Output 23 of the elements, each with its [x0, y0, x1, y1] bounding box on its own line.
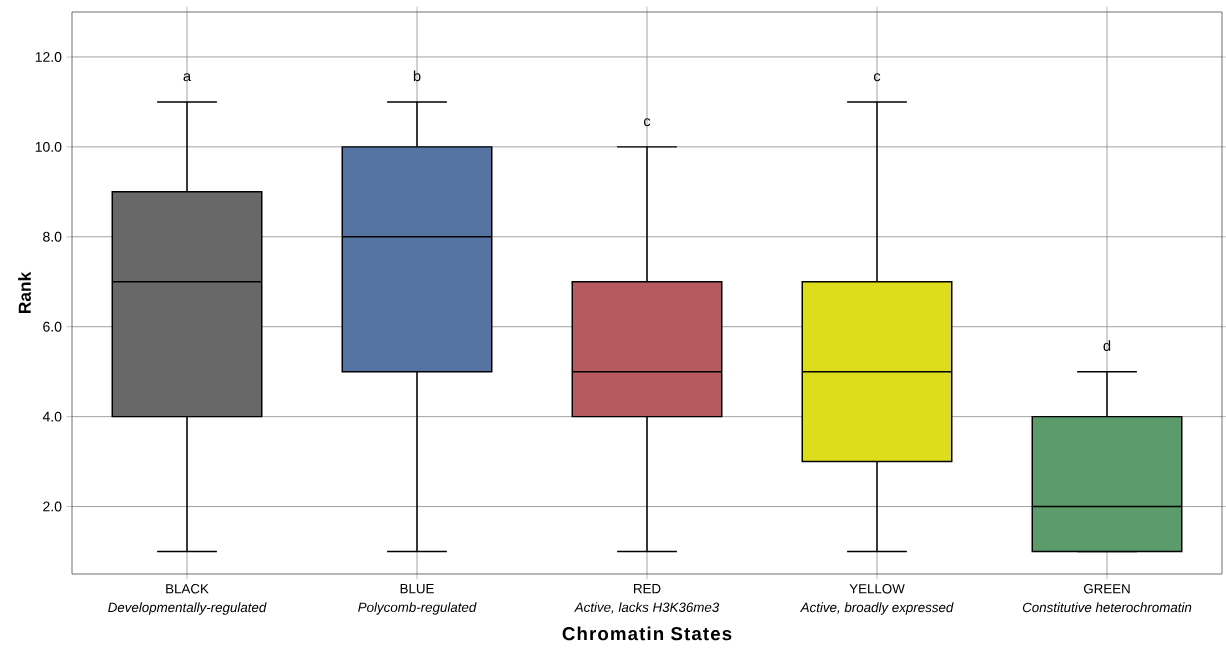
y-tick-label: 4.0	[42, 411, 62, 422]
y-tick-label: 8.0	[43, 231, 62, 242]
y-axis-title: Rank	[18, 271, 31, 314]
x-axis-title: Chromatin States	[562, 626, 732, 641]
y-tick-label: 2.0	[43, 501, 62, 512]
text: Constitutive heterochromatin	[1022, 602, 1192, 613]
text: Developmentally-regulated	[108, 602, 267, 615]
x-tick-label: GREEN	[1083, 584, 1130, 594]
annotation: c	[873, 73, 881, 82]
x-tick-label: BLACK	[166, 584, 209, 594]
text: Active, broadly expressed	[800, 602, 954, 615]
annotation: a	[183, 73, 192, 82]
text: Polycomb-regulated	[358, 602, 477, 615]
annotation: b	[413, 70, 421, 82]
x-tick-label: BLUE	[400, 584, 434, 594]
annotation: d	[1103, 340, 1111, 351]
x-tick-label: YELLOW	[849, 584, 905, 594]
x-tick-label: RED	[634, 584, 661, 594]
y-tick-label: 12.0	[35, 52, 62, 62]
y-tick-label: 6.0	[43, 321, 62, 332]
y-tick-label: 10.0	[35, 141, 62, 152]
annotation: c	[643, 118, 651, 127]
text: Active, lacks H3K36me3	[574, 602, 720, 614]
